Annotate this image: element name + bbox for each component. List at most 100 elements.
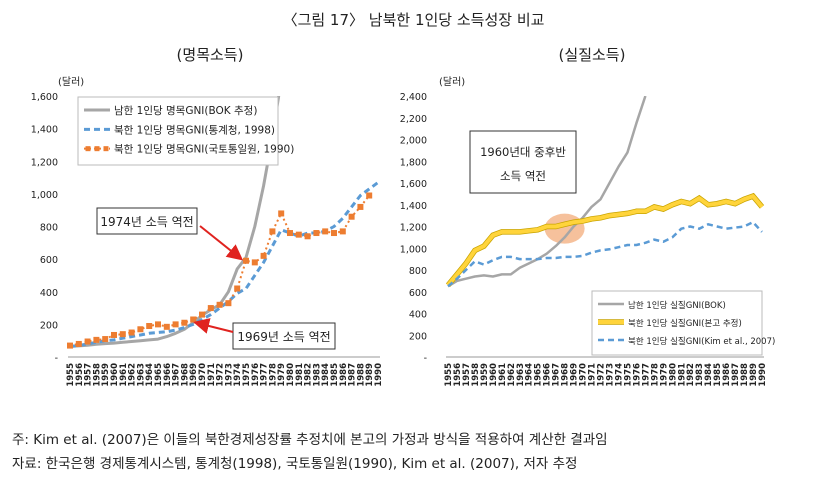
x-tick-label: 1957 (462, 363, 472, 387)
series-point (146, 323, 153, 330)
x-tick-label: 1967 (552, 363, 562, 387)
x-tick-label: 1990 (758, 363, 768, 387)
series-point (357, 203, 364, 210)
series-point (102, 336, 109, 343)
x-tick-label: 1978 (268, 363, 278, 387)
annotation-1960s-line1: 1960년대 중후반 (480, 145, 566, 159)
series-point (128, 329, 135, 336)
x-tick-label: 1981 (677, 363, 687, 387)
annotation-1974: 1974년 소득 역전 (100, 215, 193, 229)
x-tick-label: 1986 (722, 363, 732, 387)
series-point (339, 228, 346, 235)
x-tick-label: 1976 (632, 363, 642, 387)
x-tick-label: 1971 (588, 363, 598, 387)
series-point (190, 316, 197, 323)
x-tick-label: 1980 (668, 363, 678, 387)
x-tick-label: 1966 (163, 363, 173, 387)
series-point (260, 252, 267, 259)
y-tick-label: 1,400 (400, 201, 427, 212)
series-point (234, 285, 241, 292)
annotation-box-1969 (232, 322, 336, 350)
series-point (278, 210, 285, 217)
x-tick-label: 1973 (224, 363, 234, 387)
x-tick-label: 1962 (128, 363, 138, 387)
x-tick-label: 1957 (84, 363, 94, 387)
left-chart-subtitle: (명목소득) (176, 46, 244, 64)
x-tick-label: 1963 (136, 363, 146, 387)
x-tick-label: 1989 (749, 363, 759, 387)
series-point (137, 326, 144, 333)
annotation-1969: 1969년 소득 역전 (237, 330, 330, 344)
x-tick-label: 1983 (695, 363, 705, 387)
x-tick-label: 1987 (348, 363, 358, 387)
legend-entry: 남한 1인당 실질GNI(BOK) (628, 300, 726, 311)
series-point (67, 342, 73, 349)
series-point (93, 336, 100, 343)
series-point (269, 228, 276, 235)
y-tick-label: 2,200 (400, 114, 427, 125)
series-point (199, 311, 205, 318)
y-tick-label: 200 (40, 320, 58, 331)
y-tick-label: 2,000 (400, 136, 427, 147)
x-tick-label: 1977 (641, 363, 651, 387)
series-point (348, 213, 355, 220)
x-tick-label: 1989 (365, 363, 375, 387)
x-tick-label: 1960 (110, 363, 120, 387)
x-tick-label: 1978 (650, 363, 660, 387)
x-tick-label: 1972 (597, 363, 607, 387)
x-tick-label: 1959 (480, 363, 490, 387)
x-tick-label: 1966 (543, 363, 553, 387)
right-chart-subtitle: (실질소득) (558, 46, 626, 64)
y-tick-label: - (424, 353, 427, 364)
x-tick-label: 1964 (145, 363, 155, 387)
series-point (216, 301, 223, 308)
y-tick-label: 1,600 (31, 92, 58, 103)
series-point (331, 230, 337, 237)
series-point (207, 305, 214, 312)
x-tick-label: 1986 (339, 363, 349, 387)
x-tick-label: 1955 (66, 363, 76, 387)
x-tick-label: 1979 (277, 363, 287, 387)
x-tick-label: 1958 (92, 363, 102, 387)
y-tick-label: 400 (40, 288, 58, 299)
series-line (446, 194, 764, 287)
series-point (366, 192, 373, 199)
series-line (447, 220, 763, 288)
series-point (155, 321, 161, 328)
x-tick-label: 1977 (260, 363, 270, 387)
series-outline (445, 192, 765, 287)
series-line (69, 181, 379, 348)
y-tick-label: 400 (409, 310, 427, 321)
series-point (75, 340, 82, 347)
y-tick-label: 200 (409, 331, 427, 342)
x-tick-label: 1984 (704, 363, 714, 387)
x-tick-label: 1988 (356, 363, 366, 387)
x-tick-label: 1968 (561, 363, 571, 387)
series-line (69, 96, 281, 348)
legend-entry: 북한 1인당 실질GNI(본고 추정) (628, 318, 742, 329)
x-tick-label: 1964 (525, 363, 535, 387)
x-tick-label: 1962 (507, 363, 517, 387)
x-tick-label: 1974 (233, 363, 243, 387)
x-tick-label: 1988 (740, 363, 750, 387)
series-point (172, 321, 179, 328)
annotation-box-1974 (96, 207, 198, 235)
legend-entry: 북한 1인당 명목GNI(통계청, 1998) (114, 124, 275, 136)
x-tick-label: 1963 (516, 363, 526, 387)
x-tick-label: 1971 (207, 363, 217, 387)
legend-entry: 남한 1인당 명목GNI(BOK 추정) (114, 105, 257, 117)
x-tick-label: 1975 (623, 363, 633, 387)
legend-marker (85, 146, 91, 152)
x-tick-label: 1980 (286, 363, 296, 387)
x-tick-label: 1965 (534, 363, 544, 387)
x-tick-label: 1981 (295, 363, 305, 387)
annotation-1960s-line2: 소득 역전 (500, 169, 546, 183)
annotation-box-1960s (469, 130, 577, 194)
x-tick-label: 1990 (374, 363, 384, 387)
legend-entry: 북한 1인당 실질GNI(Kim et al., 2007) (628, 336, 775, 347)
x-tick-label: 1955 (444, 363, 454, 387)
y-tick-label: 1,000 (31, 190, 58, 201)
y-axis-unit: (달러) (58, 76, 84, 88)
x-tick-label: 1974 (614, 363, 624, 387)
